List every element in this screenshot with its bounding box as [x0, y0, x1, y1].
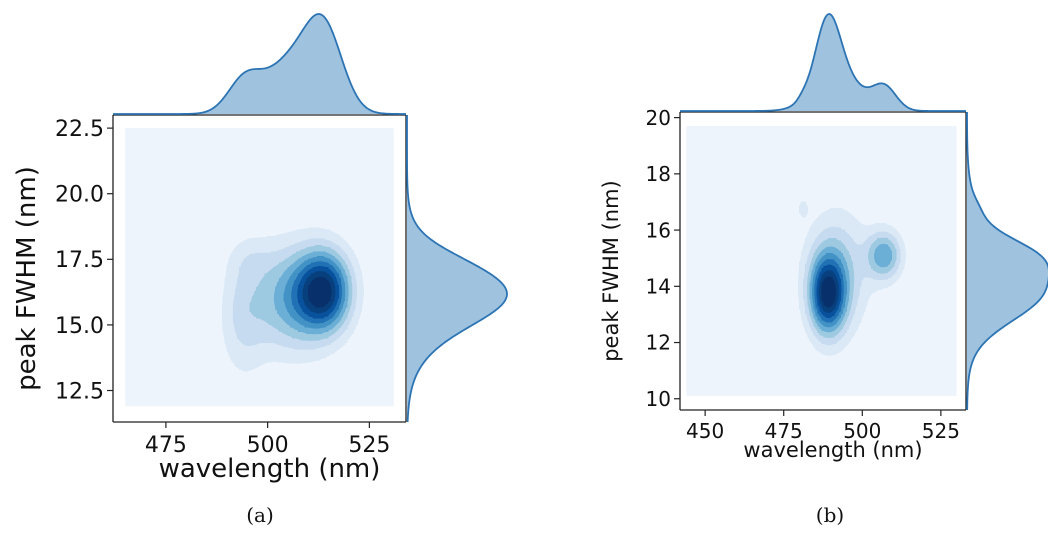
kde-level-outline [816, 264, 842, 318]
kde-level-outline [812, 253, 847, 328]
x-tick-label: 475 [145, 433, 187, 458]
marginal-x-fill [680, 14, 966, 111]
marginal-y-line [406, 115, 508, 423]
kde-level-outline [297, 266, 339, 319]
panel-b: 450 475 500 525 10 12 14 16 18 20 wavelength (nm) p… [599, 13, 1048, 527]
kde-level-outline [302, 271, 336, 314]
x-tick-label: 450 [686, 419, 724, 443]
y-axis-label: peak FWHM (nm) [12, 166, 42, 391]
kde-level-outline [221, 227, 364, 372]
y-tick-label: 15.0 [55, 314, 104, 339]
marginal-y-fill [407, 115, 507, 422]
x-tick-label: 525 [922, 419, 960, 443]
kde-level-outline [307, 276, 332, 308]
y-tick-label: 18 [646, 162, 671, 186]
marginal-y-fill [967, 112, 1048, 410]
y-tick-label: 20.0 [55, 183, 104, 208]
kde-level-outline [283, 256, 346, 329]
kde-level-outline [821, 276, 836, 308]
marginal-x-fill [113, 14, 406, 114]
kde-level-outline [818, 270, 839, 314]
kde-level-outline [232, 238, 358, 350]
kde-level-outline [797, 201, 906, 356]
y-tick-label: 16 [646, 218, 671, 242]
x-axis-label: wavelength (nm) [743, 438, 922, 462]
marginal-y-line [966, 111, 1048, 411]
x-tick-label: 475 [765, 419, 803, 443]
x-axis-label: wavelength (nm) [159, 454, 381, 484]
kde-level-outline [249, 245, 353, 341]
kde-level-outline [814, 259, 844, 323]
panel-a: 475 500 525 12.5 15.0 17.5 20.0 22.5 wavelength … [12, 13, 508, 527]
kde-level-outline [803, 226, 901, 346]
y-axis-label: peak FWHM (nm) [599, 180, 623, 362]
y-tick-label: 10 [646, 387, 671, 411]
y-tick-label: 12.5 [55, 379, 104, 404]
marginal-x-line [113, 13, 406, 115]
y-tick-label: 17.5 [55, 248, 104, 273]
y-tick-label: 14 [646, 275, 671, 299]
kde-level-outline [291, 261, 343, 324]
x-tick-label: 525 [348, 433, 390, 458]
y-tick-label: 12 [646, 331, 671, 355]
kde-level-outline [806, 237, 897, 339]
kde-level-outline [273, 251, 349, 335]
y-tick-label: 22.5 [55, 117, 104, 142]
kde-level-9 [821, 276, 836, 308]
x-tick-label: 500 [843, 419, 881, 443]
y-tick-label: 20 [646, 106, 671, 130]
panel-caption: (a) [246, 503, 274, 527]
panel-caption: (b) [816, 503, 844, 527]
marginal-x-line [680, 13, 966, 112]
kde-level-9 [307, 276, 332, 308]
kde-level-outline [809, 243, 893, 333]
x-tick-label: 500 [247, 433, 289, 458]
